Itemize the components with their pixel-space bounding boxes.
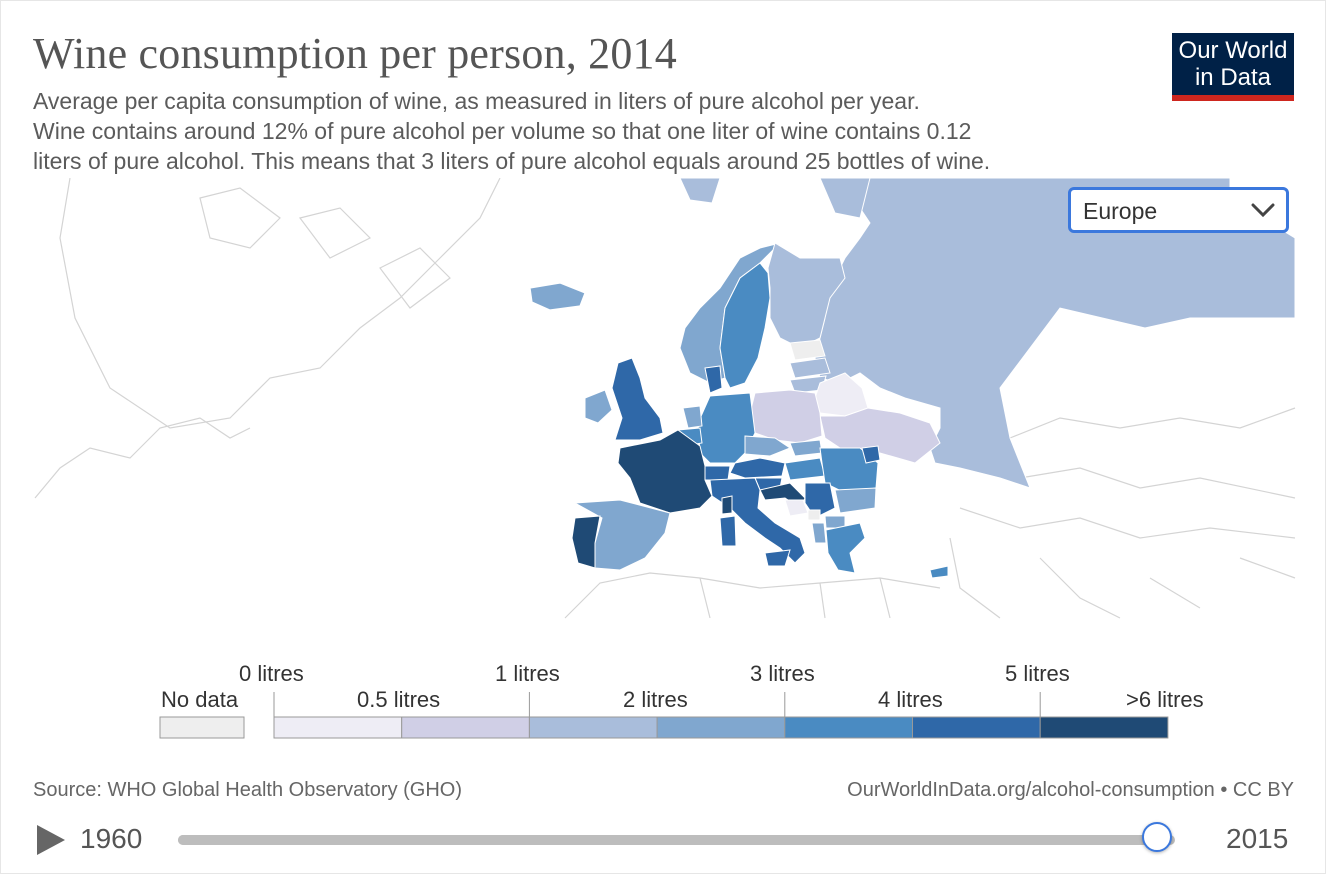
ireland-region — [584, 389, 613, 424]
legend-bin-swatch — [401, 716, 530, 739]
legend-label-upper: 5 litres — [1005, 661, 1070, 686]
timeline-track[interactable] — [178, 835, 1175, 845]
region-select[interactable]: Europe — [1068, 187, 1289, 233]
hungary-region — [784, 457, 826, 481]
legend-label-lower: 2 litres — [623, 687, 688, 712]
poland-region — [749, 389, 823, 444]
legend-label-lower: 0.5 litres — [357, 687, 441, 712]
denmark-region — [704, 365, 723, 394]
source-note: Source: WHO Global Health Observatory (G… — [33, 779, 463, 801]
legend-bins — [273, 692, 1169, 739]
switzerland-region — [704, 465, 731, 481]
legend-swatches — [159, 692, 1169, 739]
legend-bin-swatch — [912, 716, 1041, 739]
legend-bin-swatch — [528, 716, 658, 739]
subtitle-line: Average per capita consumption of wine, … — [33, 88, 920, 114]
iceland-outline — [529, 282, 586, 311]
svalbard-region — [679, 178, 871, 219]
legend-no-data-swatch — [159, 716, 245, 739]
subtitle-line: Wine contains around 12% of pure alcohol… — [33, 118, 972, 144]
legend-bin-swatch — [1039, 716, 1169, 739]
canada-outline — [34, 417, 251, 499]
estonia-region — [789, 339, 826, 361]
license-link[interactable]: OurWorldInData.org/alcohol-consumption •… — [847, 779, 1294, 801]
timeline-handle[interactable] — [1141, 822, 1172, 852]
sicily-region — [764, 549, 791, 567]
subtitle-line: liters of pure alcohol. This means that … — [33, 148, 991, 174]
portugal-region — [571, 515, 601, 569]
montenegro-region — [807, 509, 821, 521]
timeline-track-fill — [178, 835, 1157, 845]
finland-region — [767, 242, 846, 349]
legend-bin-swatch — [273, 716, 403, 739]
greece-region — [825, 522, 866, 574]
timeline-start-year: 1960 — [80, 823, 143, 854]
logo-line: Our World — [1178, 37, 1288, 64]
chart-title: Wine consumption per person, 2014 — [33, 29, 677, 78]
asia-outline — [949, 407, 1296, 619]
north-africa-outline — [564, 572, 941, 619]
latvia-region — [789, 357, 831, 379]
arctic-islands-outline — [199, 187, 451, 309]
logo-line: in Data — [1194, 64, 1272, 91]
moldova-region — [861, 445, 881, 464]
bulgaria-region — [834, 487, 877, 514]
chevron-down-icon — [1251, 203, 1275, 218]
legend-label-lower: 4 litres — [878, 687, 943, 712]
legend-no-data-label: No data — [161, 687, 239, 712]
netherlands-region — [682, 405, 703, 429]
spain-region — [573, 499, 671, 571]
austria-region — [729, 457, 786, 479]
uk-region — [611, 357, 664, 441]
sardinia-region — [719, 515, 737, 547]
corsica-region — [721, 495, 733, 515]
logo-accent-bar — [1172, 95, 1294, 101]
timeline-end-year: 2015 — [1226, 823, 1289, 854]
legend-label-upper: 0 litres — [239, 661, 304, 686]
legend-bin-swatch — [656, 716, 786, 739]
owid-logo[interactable]: Our World in Data — [1172, 33, 1294, 101]
legend-bin-swatch — [784, 716, 913, 739]
legend-label-upper: 3 litres — [750, 661, 815, 686]
europe-map — [34, 178, 1296, 619]
cyprus-region — [929, 565, 949, 579]
serbia-region — [804, 482, 836, 519]
france-region — [617, 429, 713, 514]
czechia-region — [744, 435, 792, 457]
slovakia-region — [789, 439, 823, 457]
chart-subtitle: Average per capita consumption of wine, … — [33, 86, 1113, 176]
legend-label-lower: >6 litres — [1126, 687, 1204, 712]
legend-label-upper: 1 litres — [495, 661, 560, 686]
albania-region — [811, 522, 827, 544]
timeline: 1960 2015 — [0, 815, 1326, 865]
greenland-outline — [59, 178, 501, 429]
region-select-value: Europe — [1083, 198, 1158, 224]
play-icon[interactable] — [35, 823, 67, 857]
